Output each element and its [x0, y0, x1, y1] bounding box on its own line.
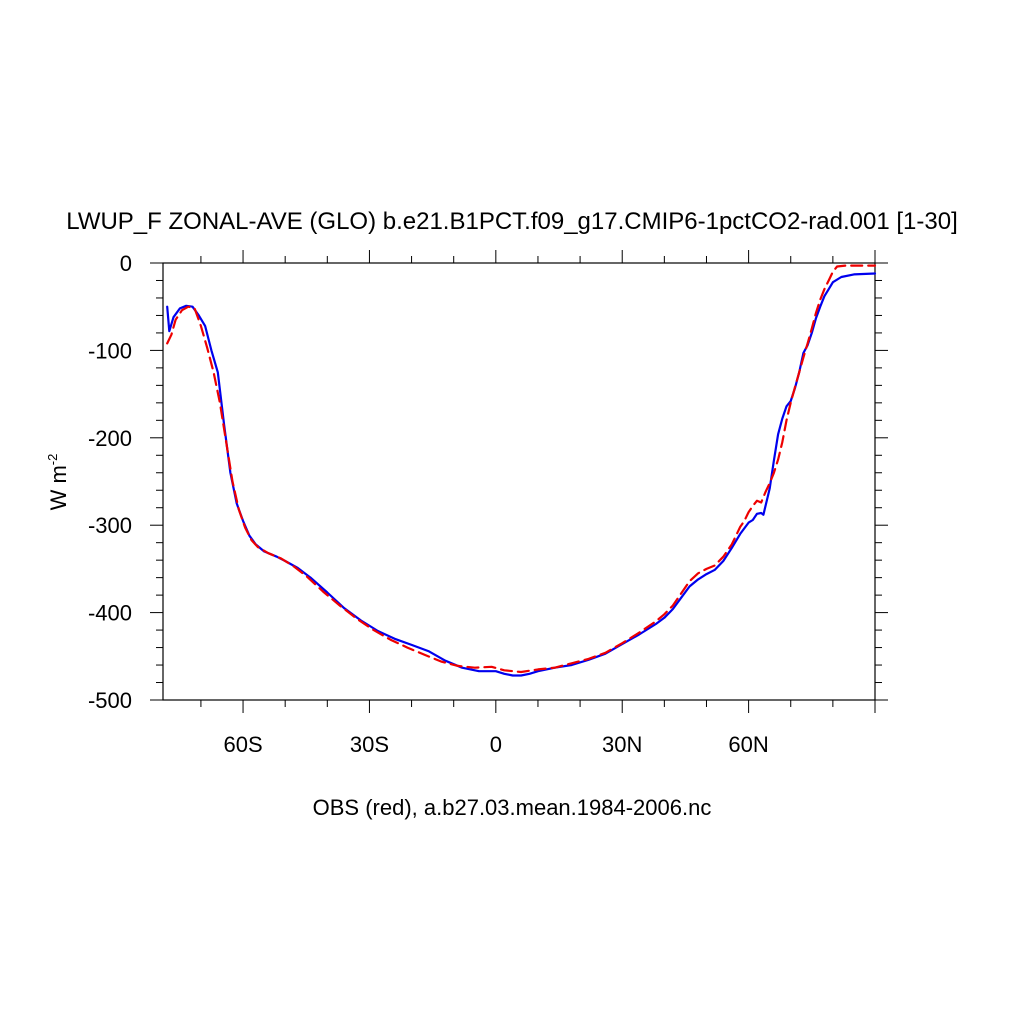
x-tick-label: 30N [602, 732, 642, 757]
y-axis-title-superscript: -2 [45, 454, 60, 466]
y-axis: 0 -100 -200 -300 -400 -500 [88, 251, 888, 713]
y-axis-title-main: W m [46, 465, 71, 510]
y-tick-label: -100 [88, 338, 132, 363]
x-axis-title: OBS (red), a.b27.03.mean.1984-2006.nc [313, 795, 712, 820]
plot-border [162, 262, 876, 701]
y-axis-title: W m-2 [45, 454, 71, 511]
y-tick-label: -300 [88, 513, 132, 538]
chart-title: LWUP_F ZONAL-AVE (GLO) b.e21.B1PCT.f09_g… [66, 208, 957, 235]
x-tick-label: 60S [223, 732, 262, 757]
series-line-blue-solid [166, 272, 877, 677]
y-tick-label: -200 [88, 426, 132, 451]
series-line-red-dashed [166, 264, 877, 674]
x-tick-label: 30S [350, 732, 389, 757]
x-axis: 60S 30S 0 30N 60N [200, 250, 876, 757]
x-tick-label: 60N [728, 732, 768, 757]
series-lines [166, 264, 877, 677]
y-tick-label: 0 [120, 251, 132, 276]
y-tick-label: -500 [88, 688, 132, 713]
x-tick-label: 0 [490, 732, 502, 757]
plot-frame [162, 262, 876, 701]
y-tick-label: -400 [88, 601, 132, 626]
